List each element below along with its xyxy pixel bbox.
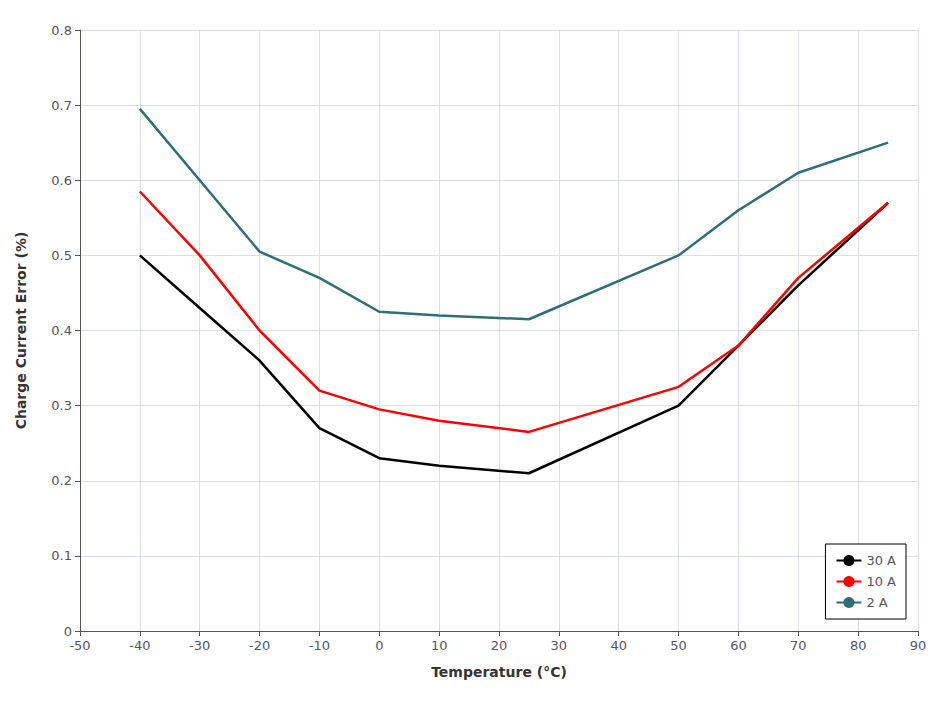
svg-text:0: 0: [375, 638, 383, 653]
svg-text:20: 20: [491, 638, 508, 653]
svg-text:80: 80: [850, 638, 867, 653]
svg-text:2 A: 2 A: [866, 595, 887, 610]
svg-text:30: 30: [551, 638, 568, 653]
svg-text:-30: -30: [189, 638, 210, 653]
svg-text:Temperature (°C): Temperature (°C): [431, 664, 567, 680]
svg-text:0.2: 0.2: [51, 473, 72, 488]
svg-text:0.8: 0.8: [51, 23, 72, 38]
svg-text:70: 70: [790, 638, 807, 653]
svg-text:Charge Current Error (%): Charge Current Error (%): [13, 232, 29, 430]
svg-text:40: 40: [610, 638, 627, 653]
svg-text:60: 60: [730, 638, 747, 653]
svg-text:0.5: 0.5: [51, 248, 72, 263]
svg-text:0.4: 0.4: [51, 323, 72, 338]
svg-text:-40: -40: [129, 638, 150, 653]
svg-text:30 A: 30 A: [866, 553, 896, 568]
svg-text:90: 90: [910, 638, 927, 653]
svg-text:0.7: 0.7: [51, 98, 72, 113]
svg-text:-10: -10: [309, 638, 330, 653]
svg-text:0: 0: [64, 624, 72, 639]
svg-text:-50: -50: [69, 638, 90, 653]
svg-text:10 A: 10 A: [866, 574, 896, 589]
svg-text:-20: -20: [249, 638, 270, 653]
svg-text:50: 50: [670, 638, 687, 653]
svg-text:0.1: 0.1: [51, 548, 72, 563]
svg-text:0.3: 0.3: [51, 398, 72, 413]
svg-text:10: 10: [431, 638, 448, 653]
svg-text:0.6: 0.6: [51, 173, 72, 188]
